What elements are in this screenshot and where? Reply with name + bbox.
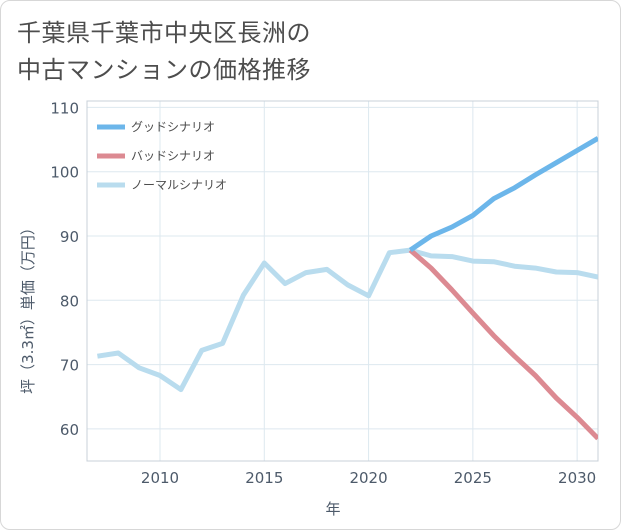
y-tick-label: 110: [50, 99, 79, 117]
legend-label-0: グッドシナリオ: [131, 120, 215, 134]
y-axis-label: 坪（3.3㎡）単価（万円）: [19, 220, 37, 394]
legend-label-2: ノーマルシナリオ: [131, 178, 227, 192]
y-tick-label: 80: [60, 292, 79, 310]
grid-lines: [87, 101, 598, 461]
x-axis-label: 年: [325, 500, 340, 518]
x-tick-label: 2025: [454, 469, 492, 487]
x-tick-label: 2020: [349, 469, 387, 487]
series-line-0: [408, 136, 598, 253]
chart-title: 千葉県千葉市中央区長洲の 中古マンションの価格推移: [17, 15, 537, 89]
x-tick-label: 2015: [245, 469, 283, 487]
chart-title-line-2: 中古マンションの価格推移: [17, 56, 311, 84]
x-tick-label: 2010: [141, 469, 179, 487]
legend-label-1: バッドシナリオ: [131, 149, 215, 163]
axis-ticks: 60 70 80 90 100 110 2010 2015 2020 2025 2030: [50, 99, 596, 487]
series-line-2: [97, 247, 598, 393]
y-tick-label: 70: [60, 357, 79, 375]
y-tick-label: 60: [60, 421, 79, 439]
plot-area-border: [86, 100, 599, 462]
series-layer: [97, 136, 598, 441]
series-line-1: [408, 248, 598, 441]
y-tick-label: 90: [60, 228, 79, 246]
x-tick-label: 2030: [558, 469, 596, 487]
y-tick-label: 100: [50, 164, 79, 182]
chart-title-line-1: 千葉県千葉市中央区長洲の: [17, 19, 311, 47]
